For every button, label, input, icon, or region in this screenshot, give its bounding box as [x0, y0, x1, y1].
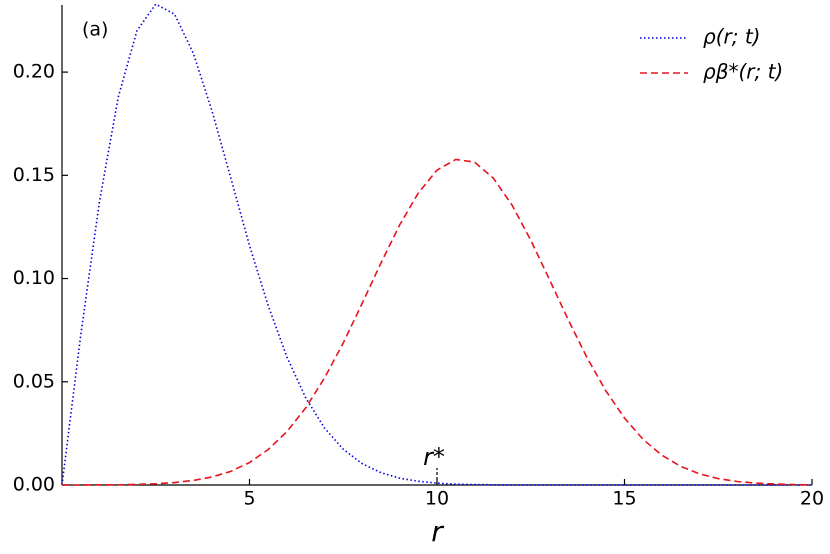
- y-tick-label: 0.20: [13, 61, 55, 83]
- x-tick-label: 15: [612, 488, 636, 510]
- x-tick-label: 10: [425, 488, 449, 510]
- y-tick-label: 0.15: [13, 164, 55, 186]
- x-tick-label: 20: [800, 488, 824, 510]
- legend-label: ρβ*(r; t): [703, 60, 783, 84]
- series-line: [61, 3, 812, 486]
- legend-label: ρ(r; t): [703, 25, 760, 49]
- x-tick-label: 5: [243, 488, 255, 510]
- x-axis-label: r: [431, 515, 444, 548]
- panel-label: (a): [82, 19, 108, 41]
- y-tick-label: 0.10: [13, 267, 55, 289]
- series-line: [62, 158, 813, 486]
- y-tick-label: 0.00: [13, 474, 55, 496]
- y-tick-label: 0.05: [13, 370, 55, 392]
- annotation-label: r*: [423, 443, 445, 471]
